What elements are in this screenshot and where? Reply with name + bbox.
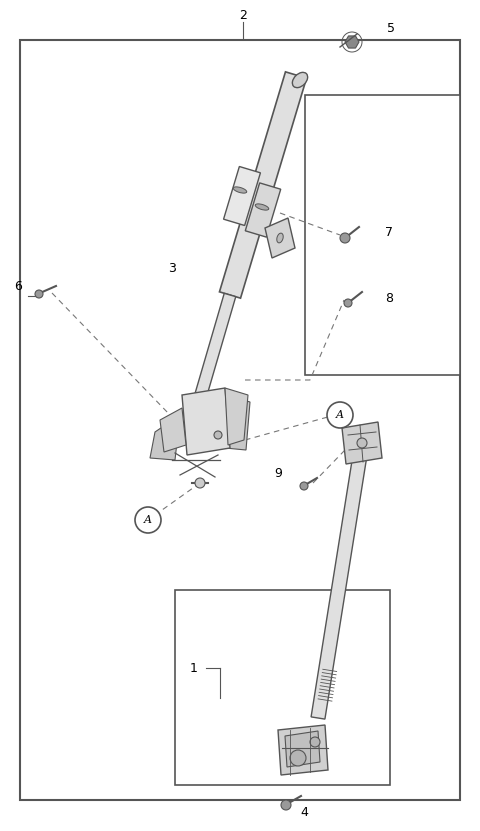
Polygon shape [265,218,295,258]
Polygon shape [189,293,236,416]
Text: A: A [144,515,152,525]
Text: 2: 2 [239,9,247,22]
Polygon shape [285,731,320,767]
Ellipse shape [255,204,269,210]
Polygon shape [160,408,186,452]
Circle shape [281,800,291,810]
Bar [305,95,460,375]
Text: 3: 3 [168,262,176,274]
Circle shape [344,299,352,307]
Polygon shape [182,388,230,455]
Ellipse shape [352,428,368,450]
Polygon shape [150,415,180,460]
Ellipse shape [233,187,247,193]
Polygon shape [311,454,367,719]
Polygon shape [219,71,307,298]
Circle shape [214,431,222,439]
Circle shape [290,750,306,766]
Text: 1: 1 [190,661,198,675]
Text: 5: 5 [387,22,395,35]
Polygon shape [342,422,382,464]
Circle shape [35,290,43,298]
Circle shape [195,478,205,488]
Text: 7: 7 [385,227,393,239]
Polygon shape [278,725,328,775]
Ellipse shape [277,234,283,243]
Text: 9: 9 [274,467,282,480]
Circle shape [357,438,367,448]
Polygon shape [224,166,261,225]
Ellipse shape [292,72,308,87]
Text: 8: 8 [385,292,393,304]
Polygon shape [245,183,281,237]
Circle shape [310,737,320,747]
Text: A: A [336,410,344,420]
Bar [175,590,390,785]
Text: 4: 4 [300,805,308,819]
Polygon shape [225,395,250,450]
Circle shape [300,482,308,490]
Circle shape [327,402,353,428]
Circle shape [340,233,350,243]
Circle shape [135,507,161,533]
Polygon shape [225,388,248,445]
Text: 6: 6 [14,280,22,293]
